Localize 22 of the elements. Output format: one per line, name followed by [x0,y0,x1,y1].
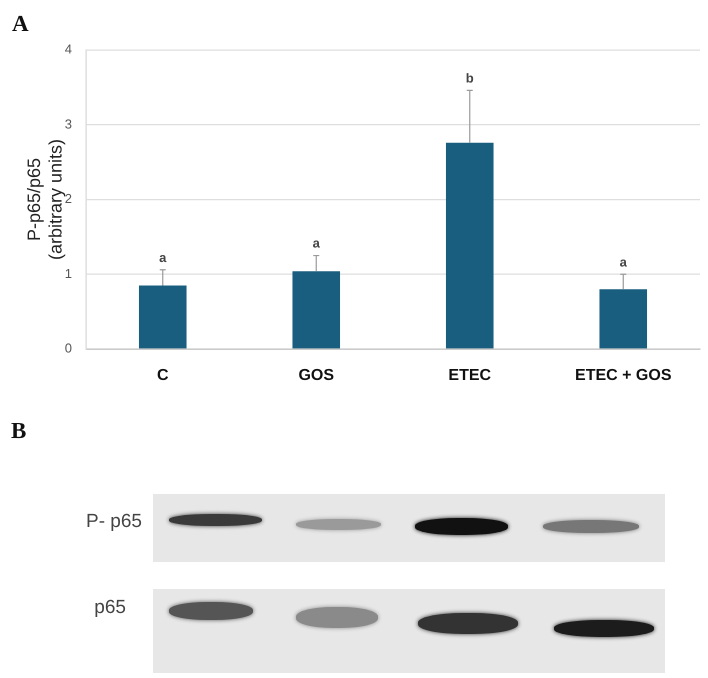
bar [599,289,648,348]
bar [292,271,340,348]
bar [446,142,494,348]
text: B [11,418,26,443]
x-tick-label: GOS [298,367,334,384]
y-tick-label: 2 [64,191,72,206]
text: A [12,11,29,36]
text: p65 [94,597,126,618]
annotation: a [159,250,168,265]
y-axis-title: P-p65/p65 (arbitrary units) [24,138,66,260]
annotation: b [466,70,474,86]
y-tick-label: 3 [64,116,72,132]
x-tick-label: C [156,367,169,384]
y-tick-label: 4 [64,42,72,57]
text: P- p65 [86,511,142,532]
x-tick-label: ETEC [448,367,492,384]
x-tick-label: ETEC + GOS [575,367,672,384]
annotation: a [312,236,321,251]
y-tick-label: 1 [64,266,72,281]
bar [138,285,187,348]
annotation: a [620,254,628,270]
y-tick-label: 0 [64,340,72,356]
